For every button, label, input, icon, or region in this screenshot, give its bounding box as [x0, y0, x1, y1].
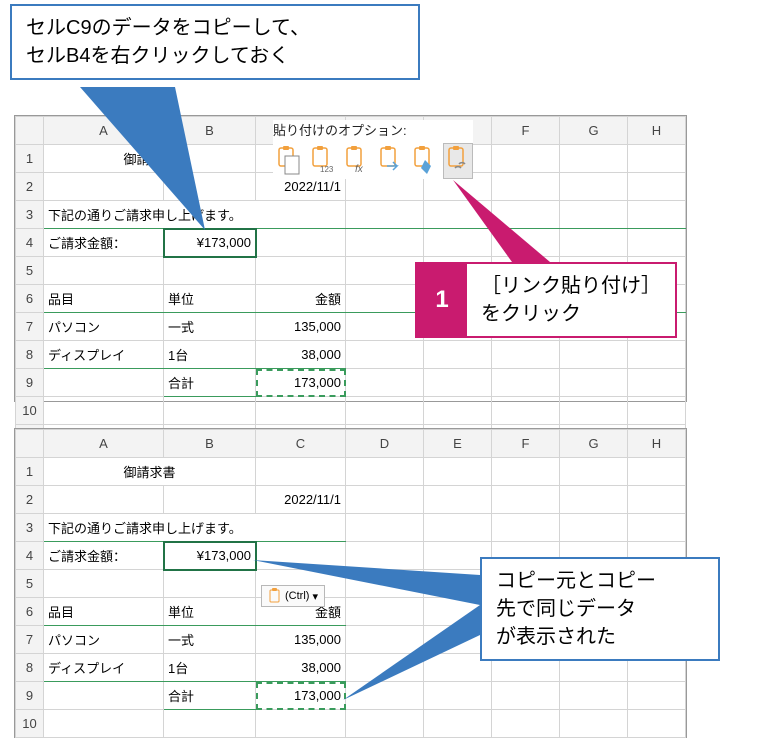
col-header[interactable]: B [164, 430, 256, 458]
row-header[interactable]: 6 [16, 285, 44, 313]
item-cell[interactable]: パソコン [44, 313, 164, 341]
hdr-price[interactable]: 金額 [256, 285, 346, 313]
total-label[interactable]: 合計 [164, 369, 256, 397]
item-cell[interactable]: パソコン [44, 626, 164, 654]
col-header[interactable]: D [346, 430, 424, 458]
row-header[interactable]: 5 [16, 570, 44, 598]
amount-label[interactable]: ご請求金額： [44, 542, 164, 570]
row-header[interactable]: 2 [16, 173, 44, 201]
step-text: ［リンク貼り付け］ をクリック [467, 264, 675, 336]
row-header[interactable]: 5 [16, 257, 44, 285]
total-label[interactable]: 合計 [164, 682, 256, 710]
paste-transpose-icon[interactable] [375, 143, 405, 179]
col-header[interactable]: A [44, 430, 164, 458]
title-cell[interactable]: 御請求書 [44, 145, 256, 173]
amount-label[interactable]: ご請求金額： [44, 229, 164, 257]
callout-result: コピー元とコピー 先で同じデータ が表示された [480, 557, 720, 661]
paste-all-icon[interactable] [273, 143, 303, 179]
chevron-down-icon: ▾ [312, 590, 318, 603]
row-header[interactable]: 10 [16, 710, 44, 738]
paste-options-popup: 貼り付けのオプション: 123 fx [273, 120, 473, 179]
price-cell[interactable]: 135,000 [256, 626, 346, 654]
col-header[interactable]: H [628, 117, 686, 145]
col-header[interactable]: H [628, 430, 686, 458]
col-header[interactable]: F [492, 430, 560, 458]
corner-cell[interactable] [16, 117, 44, 145]
callout-text: セルB4を右クリックしておく [26, 42, 404, 70]
hdr-unit[interactable]: 単位 [164, 285, 256, 313]
callout-text: セルC9のデータをコピーして、 [26, 14, 404, 42]
amount-value[interactable]: ¥173,000 [164, 229, 256, 257]
callout-copy-instruction: セルC9のデータをコピーして、 セルB4を右クリックしておく [10, 4, 420, 80]
paste-ctrl-button[interactable]: (Ctrl) ▾ [261, 585, 325, 607]
note-cell[interactable]: 下記の通りご請求申し上げます。 [44, 514, 346, 542]
item-cell[interactable]: ディスプレイ [44, 341, 164, 369]
row-header[interactable]: 4 [16, 542, 44, 570]
clipboard-icon [268, 588, 282, 604]
price-cell[interactable]: 38,000 [256, 654, 346, 682]
hdr-unit[interactable]: 単位 [164, 598, 256, 626]
col-header[interactable]: E [424, 430, 492, 458]
total-value[interactable]: 173,000 [256, 682, 346, 710]
col-header[interactable]: C [256, 430, 346, 458]
paste-values-icon[interactable]: 123 [307, 143, 337, 179]
paste-options-title: 貼り付けのオプション: [273, 120, 473, 139]
row-header[interactable]: 8 [16, 654, 44, 682]
row-header[interactable]: 4 [16, 229, 44, 257]
svg-text:123: 123 [320, 165, 334, 174]
unit-cell[interactable]: 一式 [164, 313, 256, 341]
row-header[interactable]: 8 [16, 341, 44, 369]
corner-cell[interactable] [16, 430, 44, 458]
step-number: 1 [417, 264, 467, 336]
paste-formatting-icon[interactable] [409, 143, 439, 179]
row-header[interactable]: 10 [16, 397, 44, 425]
col-header[interactable]: G [560, 430, 628, 458]
price-cell[interactable]: 38,000 [256, 341, 346, 369]
svg-text:fx: fx [355, 164, 364, 175]
row-header[interactable]: 3 [16, 201, 44, 229]
row-header[interactable]: 3 [16, 514, 44, 542]
row-header[interactable]: 6 [16, 598, 44, 626]
callout-step-1: 1 ［リンク貼り付け］ をクリック [415, 262, 677, 338]
note-cell[interactable]: 下記の通りご請求申し上げます。 [44, 201, 346, 229]
row-header[interactable]: 7 [16, 313, 44, 341]
hdr-item[interactable]: 品目 [44, 285, 164, 313]
price-cell[interactable]: 135,000 [256, 313, 346, 341]
item-cell[interactable]: ディスプレイ [44, 654, 164, 682]
row-header[interactable]: 7 [16, 626, 44, 654]
unit-cell[interactable]: 1台 [164, 341, 256, 369]
paste-formulas-icon[interactable]: fx [341, 143, 371, 179]
col-header[interactable]: F [492, 117, 560, 145]
hdr-item[interactable]: 品目 [44, 598, 164, 626]
paste-link-icon[interactable] [443, 143, 473, 179]
row-header[interactable]: 2 [16, 486, 44, 514]
col-header[interactable]: B [164, 117, 256, 145]
unit-cell[interactable]: 1台 [164, 654, 256, 682]
col-header[interactable]: G [560, 117, 628, 145]
col-header[interactable]: A [44, 117, 164, 145]
row-header[interactable]: 9 [16, 682, 44, 710]
total-value[interactable]: 173,000 [256, 369, 346, 397]
row-header[interactable]: 9 [16, 369, 44, 397]
excel-pane-1: A B C D E F G H 1 御請求書 2 2022/11/1 3 下記の… [14, 115, 687, 402]
amount-value[interactable]: ¥173,000 [164, 542, 256, 570]
row-header[interactable]: 1 [16, 458, 44, 486]
date-cell[interactable]: 2022/11/1 [256, 486, 346, 514]
row-header[interactable]: 1 [16, 145, 44, 173]
title-cell[interactable]: 御請求書 [44, 458, 256, 486]
unit-cell[interactable]: 一式 [164, 626, 256, 654]
